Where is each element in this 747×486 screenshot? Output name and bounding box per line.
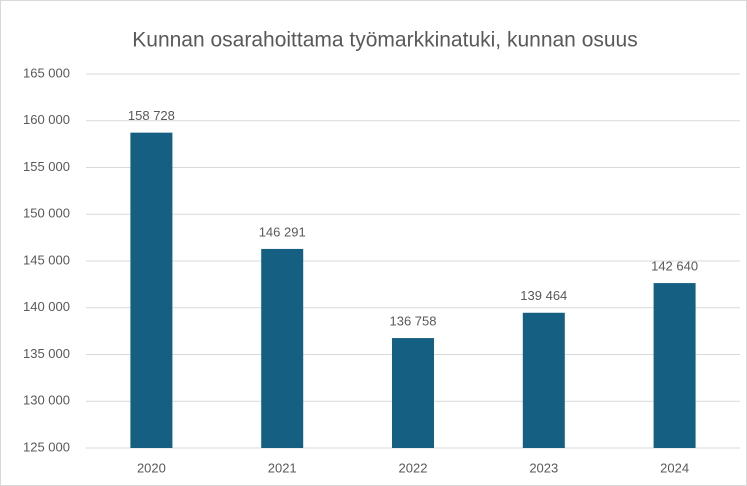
y-tick-label: 165 000 bbox=[23, 65, 70, 80]
y-tick-label: 125 000 bbox=[23, 439, 70, 454]
x-tick-label: 2021 bbox=[268, 460, 297, 475]
y-tick-label: 150 000 bbox=[23, 206, 70, 221]
value-label: 146 291 bbox=[259, 224, 306, 239]
chart-title: Kunnan osarahoittama työmarkkinatuki, ku… bbox=[132, 29, 637, 52]
x-tick-label: 2022 bbox=[399, 460, 428, 475]
x-tick-label: 2024 bbox=[660, 460, 689, 475]
value-label: 136 758 bbox=[390, 314, 437, 329]
bar bbox=[522, 312, 565, 448]
bar bbox=[653, 283, 696, 448]
value-label: 158 728 bbox=[128, 108, 175, 123]
y-tick-label: 155 000 bbox=[23, 159, 70, 174]
y-tick-label: 140 000 bbox=[23, 299, 70, 314]
y-tick-label: 145 000 bbox=[23, 252, 70, 267]
y-tick-label: 160 000 bbox=[23, 112, 70, 127]
y-tick-label: 135 000 bbox=[23, 346, 70, 361]
value-label: 142 640 bbox=[651, 259, 698, 274]
bar bbox=[392, 338, 434, 448]
bar bbox=[130, 132, 173, 449]
x-tick-label: 2023 bbox=[529, 460, 558, 475]
y-tick-label: 130 000 bbox=[23, 393, 70, 408]
x-tick-label: 2020 bbox=[137, 460, 166, 475]
bar bbox=[261, 248, 304, 448]
value-label: 139 464 bbox=[520, 288, 567, 303]
